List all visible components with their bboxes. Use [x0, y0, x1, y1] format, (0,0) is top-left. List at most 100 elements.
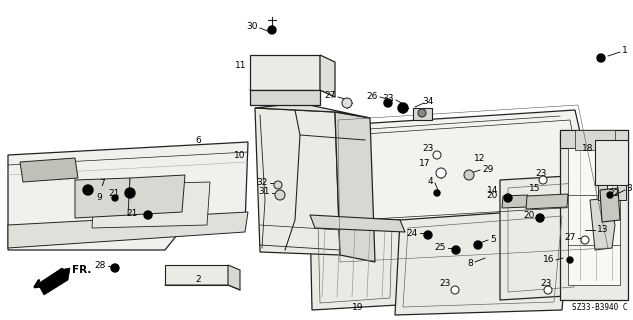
Circle shape	[83, 185, 93, 195]
Polygon shape	[20, 158, 78, 182]
Circle shape	[607, 192, 613, 198]
Text: 21: 21	[109, 188, 120, 197]
Text: 31: 31	[258, 188, 270, 196]
Text: 33: 33	[382, 93, 394, 102]
Circle shape	[434, 190, 440, 196]
Circle shape	[268, 26, 276, 34]
Polygon shape	[250, 90, 320, 105]
Polygon shape	[500, 175, 585, 300]
Circle shape	[125, 188, 135, 198]
Polygon shape	[595, 140, 628, 185]
Text: 16: 16	[542, 255, 554, 265]
Text: 19: 19	[352, 303, 364, 313]
Text: 8: 8	[467, 259, 473, 268]
Text: 23: 23	[540, 278, 551, 287]
Text: 14: 14	[487, 186, 498, 195]
Polygon shape	[560, 130, 628, 300]
Circle shape	[544, 286, 552, 294]
Circle shape	[452, 246, 460, 254]
Text: SZ33-B3940 C: SZ33-B3940 C	[572, 303, 628, 312]
Text: 12: 12	[474, 154, 486, 163]
Circle shape	[398, 103, 408, 113]
Circle shape	[342, 98, 352, 108]
Polygon shape	[310, 215, 405, 232]
Circle shape	[111, 264, 119, 272]
Text: 20: 20	[523, 211, 535, 220]
Text: 17: 17	[418, 158, 430, 167]
Circle shape	[464, 170, 474, 180]
Circle shape	[536, 214, 544, 222]
Polygon shape	[568, 148, 620, 285]
Polygon shape	[8, 212, 248, 248]
Text: 22: 22	[608, 188, 619, 197]
Text: 9: 9	[96, 194, 102, 203]
Circle shape	[504, 194, 512, 202]
Circle shape	[567, 257, 573, 263]
Text: 32: 32	[256, 178, 268, 187]
Text: 28: 28	[94, 260, 106, 269]
Text: 24: 24	[407, 228, 418, 237]
Polygon shape	[92, 182, 210, 228]
Text: FR.: FR.	[72, 265, 91, 275]
Text: 6: 6	[195, 135, 201, 145]
Polygon shape	[128, 175, 185, 215]
Circle shape	[274, 181, 282, 189]
Polygon shape	[526, 194, 568, 209]
Circle shape	[144, 211, 152, 219]
Circle shape	[539, 176, 547, 184]
Polygon shape	[255, 103, 370, 118]
Circle shape	[418, 109, 426, 117]
Polygon shape	[617, 185, 626, 200]
Text: 34: 34	[422, 97, 434, 106]
Text: 3: 3	[626, 183, 632, 193]
Polygon shape	[228, 265, 240, 290]
Polygon shape	[310, 215, 400, 310]
Polygon shape	[8, 142, 248, 250]
Text: 23: 23	[535, 169, 546, 178]
Circle shape	[433, 151, 441, 159]
Text: 7: 7	[99, 179, 105, 188]
Text: 23: 23	[439, 278, 451, 287]
Polygon shape	[342, 110, 600, 228]
Text: 20: 20	[487, 190, 498, 199]
Circle shape	[474, 241, 482, 249]
Polygon shape	[590, 198, 615, 250]
Circle shape	[581, 236, 589, 244]
Circle shape	[424, 231, 432, 239]
Text: 15: 15	[529, 183, 541, 193]
Circle shape	[436, 168, 446, 178]
Text: 13: 13	[597, 226, 608, 235]
Circle shape	[112, 195, 118, 201]
Polygon shape	[502, 195, 528, 208]
Text: 27: 27	[325, 91, 336, 100]
Circle shape	[597, 54, 605, 62]
Text: 29: 29	[482, 164, 493, 173]
Text: 23: 23	[422, 143, 434, 153]
Text: 1: 1	[622, 45, 628, 54]
Polygon shape	[250, 55, 320, 90]
Text: 5: 5	[490, 235, 496, 244]
Circle shape	[384, 99, 392, 107]
Text: 21: 21	[127, 209, 138, 218]
Text: 27: 27	[565, 233, 576, 242]
Text: 25: 25	[435, 244, 446, 252]
Text: 18: 18	[582, 143, 593, 153]
Polygon shape	[38, 268, 70, 295]
Polygon shape	[413, 108, 432, 120]
Circle shape	[275, 190, 285, 200]
Polygon shape	[75, 178, 130, 218]
Polygon shape	[575, 130, 615, 150]
Text: 2: 2	[195, 276, 201, 284]
Polygon shape	[600, 188, 620, 222]
Polygon shape	[342, 123, 365, 170]
Text: 4: 4	[427, 177, 433, 186]
Text: 10: 10	[234, 150, 245, 159]
Circle shape	[451, 286, 459, 294]
Polygon shape	[320, 55, 335, 97]
Polygon shape	[165, 265, 228, 285]
Polygon shape	[335, 112, 375, 262]
Text: 26: 26	[367, 92, 378, 100]
Text: 30: 30	[246, 21, 258, 30]
Polygon shape	[255, 108, 340, 255]
Text: 11: 11	[234, 60, 246, 69]
